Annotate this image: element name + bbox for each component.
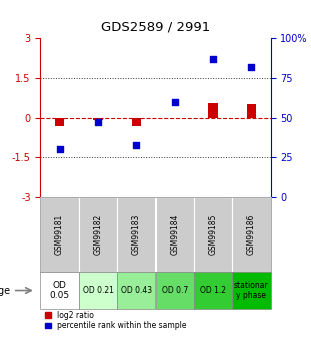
Text: GSM99184: GSM99184 bbox=[170, 214, 179, 255]
Text: OD
0.05: OD 0.05 bbox=[49, 281, 70, 300]
Text: GSM99186: GSM99186 bbox=[247, 214, 256, 255]
Bar bbox=[247, 104, 256, 118]
Text: OD 0.7: OD 0.7 bbox=[161, 286, 188, 295]
Bar bbox=[232, 272, 271, 309]
Point bbox=[57, 147, 62, 152]
Bar bbox=[40, 272, 79, 309]
Text: stationar
y phase: stationar y phase bbox=[234, 281, 269, 300]
Bar bbox=[117, 272, 156, 309]
Text: GSM99182: GSM99182 bbox=[94, 214, 102, 255]
Point bbox=[211, 56, 216, 61]
Bar bbox=[156, 272, 194, 309]
Point bbox=[172, 99, 177, 105]
Bar bbox=[194, 272, 232, 309]
Text: GSM99183: GSM99183 bbox=[132, 214, 141, 255]
Bar bbox=[208, 103, 218, 118]
Text: age: age bbox=[0, 286, 11, 296]
Point bbox=[249, 64, 254, 69]
Text: GSM99185: GSM99185 bbox=[209, 214, 217, 255]
Bar bbox=[232, 197, 271, 272]
Text: GSM99181: GSM99181 bbox=[55, 214, 64, 255]
Bar bbox=[55, 118, 64, 126]
Text: OD 0.43: OD 0.43 bbox=[121, 286, 152, 295]
Bar bbox=[79, 272, 117, 309]
Bar bbox=[93, 118, 103, 120]
Point bbox=[95, 120, 100, 125]
Bar bbox=[117, 197, 156, 272]
Text: OD 1.2: OD 1.2 bbox=[200, 286, 226, 295]
Legend: log2 ratio, percentile rank within the sample: log2 ratio, percentile rank within the s… bbox=[44, 310, 188, 331]
Text: OD 0.21: OD 0.21 bbox=[82, 286, 114, 295]
Bar bbox=[194, 197, 232, 272]
Text: GDS2589 / 2991: GDS2589 / 2991 bbox=[101, 21, 210, 34]
Point bbox=[134, 142, 139, 147]
Bar bbox=[132, 118, 141, 126]
Bar bbox=[79, 197, 117, 272]
Bar bbox=[40, 197, 79, 272]
Bar bbox=[156, 197, 194, 272]
